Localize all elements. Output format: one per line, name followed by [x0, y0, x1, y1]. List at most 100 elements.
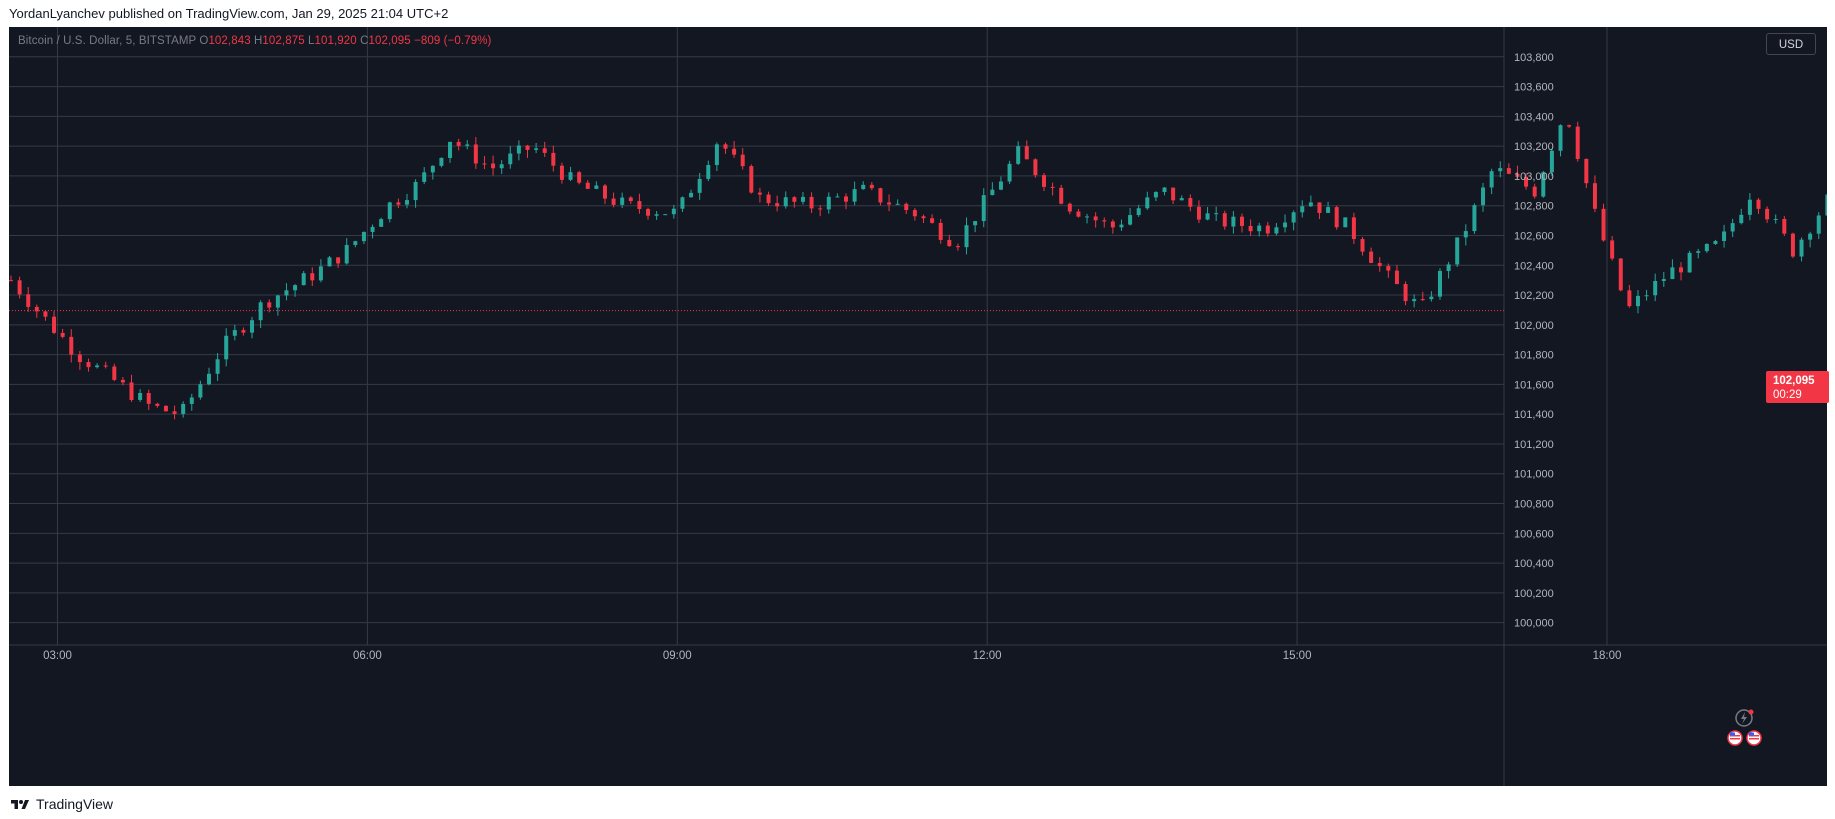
- candle: [215, 353, 220, 381]
- candle-body: [628, 197, 633, 202]
- y-tick-label: 101,200: [1514, 439, 1554, 451]
- lightning-icon[interactable]: [1735, 709, 1754, 727]
- candle: [1162, 187, 1167, 196]
- candle-body: [1515, 173, 1520, 177]
- candle-body: [1601, 208, 1606, 241]
- candle: [1145, 191, 1150, 210]
- candle-body: [301, 273, 306, 286]
- candle-body: [1283, 222, 1288, 228]
- candle: [129, 374, 134, 402]
- candle: [370, 224, 375, 239]
- y-tick-label: 103,000: [1514, 171, 1554, 183]
- candle-body: [895, 203, 900, 205]
- candle-body: [1472, 205, 1477, 232]
- candle: [1489, 168, 1494, 195]
- candle-body: [1592, 183, 1597, 209]
- candle: [577, 170, 582, 185]
- candle: [1128, 207, 1133, 226]
- candlestick-chart[interactable]: 100,000 100,200 100,400 100,600 100,800 101,0…: [9, 27, 1827, 786]
- candle-body: [52, 316, 57, 333]
- y-tick-label: 101,000: [1514, 469, 1554, 481]
- candle: [1326, 201, 1331, 214]
- candle: [198, 380, 203, 400]
- candle: [990, 182, 995, 196]
- candle: [646, 207, 651, 220]
- candle: [887, 194, 892, 212]
- candle: [775, 195, 780, 212]
- candle-body: [1481, 187, 1486, 206]
- candle-body: [775, 203, 780, 207]
- candle: [241, 327, 246, 336]
- candle-body: [155, 403, 160, 406]
- chart-panel[interactable]: 100,000 100,200 100,400 100,600 100,800 101,0…: [9, 27, 1829, 786]
- candle: [1102, 217, 1107, 228]
- candle: [301, 271, 306, 286]
- candle-body: [1351, 217, 1356, 240]
- candle-body: [637, 201, 642, 210]
- grid-layer: [9, 27, 1827, 786]
- us-flag-icon[interactable]: [1746, 730, 1762, 746]
- candle: [1549, 148, 1554, 177]
- candle-body: [1102, 220, 1107, 222]
- candle: [1343, 217, 1348, 228]
- candle: [1472, 203, 1477, 234]
- candle-body: [680, 197, 685, 209]
- candle-body: [206, 373, 211, 385]
- candle-body: [1171, 187, 1176, 201]
- us-flag-icon[interactable]: [1727, 730, 1743, 746]
- y-tick-label: 100,600: [1514, 528, 1554, 540]
- y-tick-label: 100,400: [1514, 558, 1554, 570]
- candle-body: [1808, 233, 1813, 240]
- candle: [981, 188, 986, 228]
- candle: [465, 140, 470, 150]
- candle-body: [990, 189, 995, 196]
- candle-body: [1816, 215, 1821, 234]
- candle: [1790, 232, 1795, 259]
- candle-body: [1687, 252, 1692, 273]
- candle-body: [232, 330, 237, 336]
- candle: [34, 304, 39, 318]
- candle-body: [448, 141, 453, 158]
- candle: [1704, 243, 1709, 253]
- candle-body: [310, 273, 315, 281]
- candle: [310, 267, 315, 287]
- candle: [456, 138, 461, 151]
- candle: [473, 137, 478, 169]
- candle: [267, 299, 272, 313]
- event-icons[interactable]: [1725, 707, 1765, 747]
- candle-body: [792, 197, 797, 202]
- candle-body: [69, 336, 74, 355]
- candle: [1016, 141, 1021, 166]
- candle-body: [1670, 267, 1675, 280]
- candle-body: [1093, 216, 1098, 221]
- candle-body: [77, 354, 82, 363]
- legend-change: −809 (−0.79%): [414, 35, 492, 47]
- candle: [1317, 202, 1322, 220]
- candle: [353, 240, 358, 248]
- candle-body: [1067, 203, 1072, 212]
- candle: [1171, 187, 1176, 204]
- candle: [387, 201, 392, 223]
- candle-body: [1730, 223, 1735, 232]
- legend-close: 102,095: [368, 35, 411, 47]
- publisher-text: YordanLyanchev published on TradingView.…: [9, 6, 449, 21]
- candle: [1394, 264, 1399, 285]
- candle-body: [258, 302, 263, 321]
- candle: [921, 214, 926, 224]
- candle: [1816, 212, 1821, 240]
- candle: [714, 142, 719, 172]
- candle-body: [138, 392, 143, 400]
- candle: [1765, 206, 1770, 223]
- candle-body: [783, 197, 788, 207]
- currency-button[interactable]: USD: [1766, 33, 1816, 55]
- candle-body: [714, 144, 719, 166]
- candle: [430, 165, 435, 180]
- candle-body: [861, 184, 866, 190]
- candle-body: [1790, 233, 1795, 257]
- y-tick-label: 101,600: [1514, 379, 1554, 391]
- y-tick-label: 103,400: [1514, 111, 1554, 123]
- candle: [1300, 200, 1305, 218]
- candle-body: [1042, 175, 1046, 187]
- candle-body: [1679, 267, 1684, 273]
- candle-body: [611, 198, 616, 205]
